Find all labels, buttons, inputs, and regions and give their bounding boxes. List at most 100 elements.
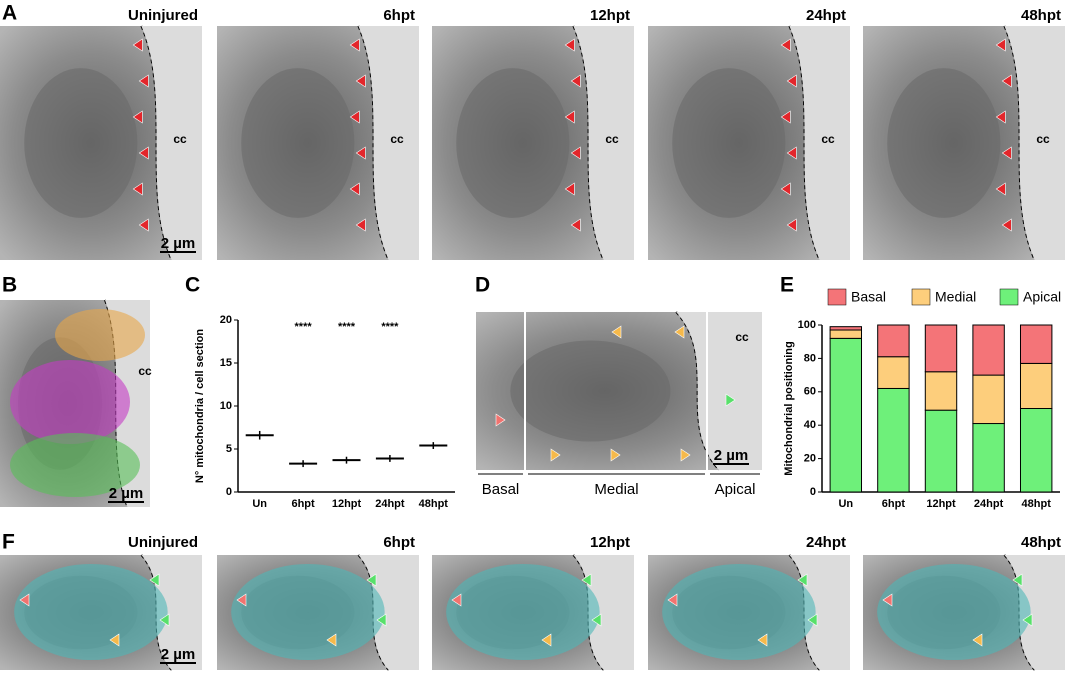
region-label: cc <box>173 132 187 146</box>
legend-label: Medial <box>935 289 976 305</box>
arrowhead <box>1001 218 1012 232</box>
region-label: cc <box>138 364 152 378</box>
bar-segment <box>972 374 1005 425</box>
arrowhead <box>132 110 143 124</box>
arrowhead <box>138 74 149 88</box>
bar-segment <box>972 324 1005 376</box>
cell-overlay <box>877 564 1031 660</box>
y-axis-label: Mitochondrial positioning <box>783 341 795 475</box>
y-tick-label: 5 <box>226 443 232 455</box>
arrowhead <box>610 448 621 462</box>
arrowhead <box>786 218 797 232</box>
arrowhead <box>149 573 160 587</box>
image-title: Uninjured <box>128 534 198 551</box>
extracellular <box>1004 26 1065 260</box>
arrowhead <box>882 593 893 607</box>
arrowhead <box>451 593 462 607</box>
arrowhead <box>995 38 1006 52</box>
y-tick-label: 80 <box>804 352 816 364</box>
arrowhead <box>680 448 691 462</box>
scale-bar-label: 2 µm <box>161 646 196 663</box>
region-label: cc <box>735 330 749 344</box>
image-title: 24hpt <box>806 7 846 24</box>
arrowhead <box>807 613 818 627</box>
region-name: Apical <box>715 481 756 498</box>
image-title: 12hpt <box>590 7 630 24</box>
arrowhead <box>797 573 808 587</box>
nucleus <box>456 68 570 218</box>
arrowhead <box>581 573 592 587</box>
arrowhead <box>591 613 602 627</box>
nucleus <box>510 340 671 442</box>
cell-purple <box>10 360 130 444</box>
arrowhead <box>995 182 1006 196</box>
arrowhead <box>564 110 575 124</box>
y-axis-label: N° mitochondria / cell section <box>194 329 206 483</box>
bar-segment <box>829 326 863 331</box>
cell-overlay <box>14 564 168 660</box>
y-tick-label: 60 <box>804 386 816 398</box>
panel-label: C <box>185 274 200 297</box>
extracellular <box>676 312 762 470</box>
arrowhead <box>972 633 983 647</box>
region-label: cc <box>821 132 835 146</box>
region-label: cc <box>390 132 404 146</box>
bar-segment <box>924 324 958 373</box>
bar-segment <box>924 409 958 493</box>
arrowhead <box>550 448 561 462</box>
arrowhead <box>355 146 366 160</box>
x-tick-label: 48hpt <box>1022 498 1052 510</box>
nucleus <box>887 68 1001 218</box>
x-tick-label: 24hpt <box>974 498 1004 510</box>
image-title: 48hpt <box>1021 7 1061 24</box>
y-tick-label: 10 <box>220 400 232 412</box>
x-tick-label: 48hpt <box>419 498 449 510</box>
cell-overlay <box>231 564 385 660</box>
region-label: cc <box>1036 132 1050 146</box>
arrowhead <box>995 110 1006 124</box>
nucleus <box>24 68 138 218</box>
arrowhead <box>349 38 360 52</box>
arrowhead <box>541 633 552 647</box>
x-tick-label: Un <box>838 498 853 510</box>
extracellular <box>789 26 850 260</box>
arrowhead <box>674 325 685 339</box>
scale-bar-label: 2 µm <box>714 447 749 464</box>
y-tick-label: 15 <box>220 357 232 369</box>
panel-label: A <box>2 2 17 25</box>
arrowhead <box>326 633 337 647</box>
arrowhead <box>725 393 736 407</box>
y-tick-label: 20 <box>804 453 816 465</box>
extracellular <box>141 26 202 260</box>
y-tick-label: 100 <box>798 319 816 331</box>
arrowhead <box>19 593 30 607</box>
arrowhead <box>780 110 791 124</box>
arrowhead <box>786 74 797 88</box>
scale-bar-label: 2 µm <box>109 485 144 502</box>
arrowhead <box>667 593 678 607</box>
nucleus <box>241 68 355 218</box>
arrowhead <box>564 38 575 52</box>
arrowhead <box>1022 613 1033 627</box>
image-title: 6hpt <box>383 534 415 551</box>
significance: **** <box>295 321 313 333</box>
y-tick-label: 40 <box>804 419 816 431</box>
bar-segment <box>829 329 863 339</box>
legend-swatch <box>911 288 931 306</box>
arrowhead <box>570 218 581 232</box>
arrowhead <box>570 74 581 88</box>
cell-orange <box>55 309 145 361</box>
arrowhead <box>355 218 366 232</box>
arrowhead <box>570 146 581 160</box>
x-tick-label: 6hpt <box>291 498 315 510</box>
arrowhead <box>780 182 791 196</box>
extracellular <box>358 26 419 260</box>
arrowhead <box>236 593 247 607</box>
image-title: 6hpt <box>383 7 415 24</box>
bar-segment <box>1019 324 1053 364</box>
bar-segment <box>877 324 910 358</box>
panel-label: D <box>475 274 490 297</box>
scale-bar-label: 2 µm <box>161 235 196 252</box>
panel-label: F <box>2 531 15 554</box>
legend-swatch <box>827 288 847 306</box>
